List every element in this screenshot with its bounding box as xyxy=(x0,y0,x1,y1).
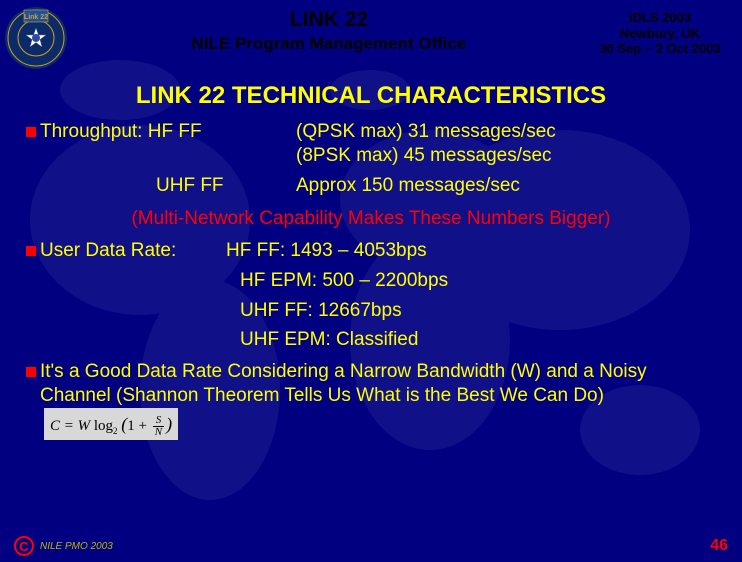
uhf-label: UHF FF xyxy=(26,174,296,198)
rate-hf-ff: HF FF: 1493 – 4053bps xyxy=(226,239,427,263)
page-number: 46 xyxy=(710,537,728,555)
slide-footer: C NILE PMO 2003 46 xyxy=(0,536,742,556)
rate-uhf-epm: UHF EPM: Classified xyxy=(26,328,716,352)
header-subtitle: NILE Program Management Office xyxy=(68,34,590,54)
header-title: LINK 22 xyxy=(68,8,590,32)
bullet-icon xyxy=(26,367,36,377)
shannon-formula: C = W log2 (1 + SN) xyxy=(44,408,178,441)
svg-text:Link 22: Link 22 xyxy=(24,14,48,21)
bullet-icon xyxy=(26,127,36,137)
slide-content: Throughput: HF FF (QPSK max) 31 messages… xyxy=(0,110,742,440)
throughput-8psk: (8PSK max) 45 messages/sec xyxy=(296,144,556,168)
copyright-text: NILE PMO 2003 xyxy=(40,541,113,552)
copyright-icon: C xyxy=(14,536,34,556)
bullet-icon xyxy=(26,246,36,256)
event-name: IDLS 2003 xyxy=(590,10,730,26)
multi-network-note: (Multi-Network Capability Makes These Nu… xyxy=(26,207,716,231)
event-location: Newbury, UK xyxy=(590,26,730,42)
throughput-label: Throughput: HF FF xyxy=(40,120,202,144)
event-dates: 30 Sep – 2 Oct 2003 xyxy=(590,41,730,57)
slide-title: LINK 22 TECHNICAL CHARACTERISTICS xyxy=(0,82,742,110)
slide-header: Link 22 LINK 22 NILE Program Management … xyxy=(0,0,742,70)
closing-statement: It's a Good Data Rate Considering a Narr… xyxy=(26,360,716,440)
closing-text: It's a Good Data Rate Considering a Narr… xyxy=(40,361,647,406)
nile-logo-icon: Link 22 xyxy=(4,6,68,70)
uhf-value: Approx 150 messages/sec xyxy=(296,174,520,198)
throughput-qpsk: (QPSK max) 31 messages/sec xyxy=(296,120,556,144)
event-info: IDLS 2003 Newbury, UK 30 Sep – 2 Oct 200… xyxy=(590,6,730,57)
data-rate-label: User Data Rate: xyxy=(40,239,176,263)
rate-hf-epm: HF EPM: 500 – 2200bps xyxy=(26,269,716,293)
rate-uhf-ff: UHF FF: 12667bps xyxy=(26,299,716,323)
